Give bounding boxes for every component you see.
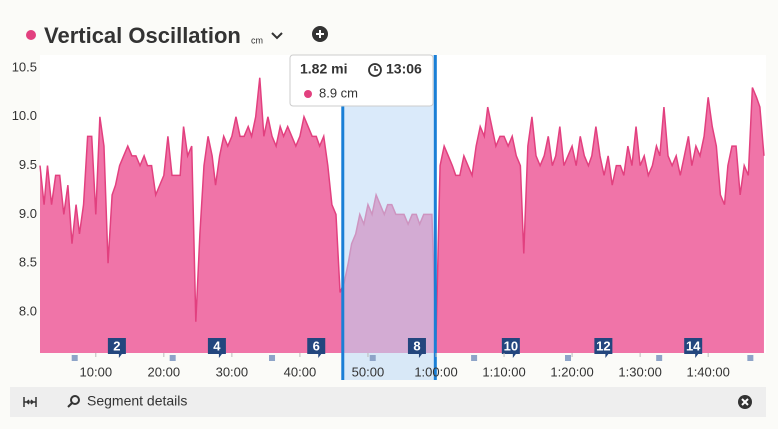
x-tick-label: 20:00 (148, 364, 181, 379)
lap-marker (269, 355, 276, 361)
lap-label: 14 (686, 338, 701, 353)
close-icon (741, 398, 749, 406)
y-tick-label: 10.5 (12, 59, 37, 74)
x-tick-label: 50:00 (352, 364, 385, 379)
x-tick-label: 30:00 (216, 364, 249, 379)
clock-hands (374, 66, 378, 71)
dropdown-icon[interactable] (271, 32, 283, 40)
lap-flag (501, 338, 520, 358)
clock-icon (368, 63, 382, 77)
lap-label: 6 (313, 338, 320, 353)
lap-flag (107, 338, 126, 358)
lap-flag (307, 338, 326, 358)
tooltip-value: 8.9 cm (319, 85, 358, 100)
lap-marker (471, 355, 478, 361)
y-tick-label: 9.5 (19, 157, 37, 172)
lap-flag (594, 338, 613, 358)
x-tick-label: 1:00:00 (414, 364, 457, 379)
lap-label: 4 (213, 338, 221, 353)
lap-label: 10 (504, 338, 518, 353)
x-tick-label: 1:40:00 (686, 364, 729, 379)
lap-marker (656, 355, 663, 361)
y-tick-label: 9.0 (19, 206, 37, 221)
selection-band (342, 55, 436, 380)
x-tick-label: 1:10:00 (482, 364, 525, 379)
y-tick-label: 10.0 (12, 108, 37, 123)
lap-label: 2 (113, 338, 120, 353)
lap-marker (565, 355, 571, 361)
lap-label: 12 (596, 338, 610, 353)
x-tick-label: 40:00 (284, 364, 317, 379)
lap-flag (684, 338, 703, 358)
unit: cm (251, 35, 263, 45)
add-icon (316, 30, 324, 38)
x-tick-label: 10:00 (80, 364, 113, 379)
lap-flag (207, 338, 226, 358)
zoom-icon[interactable] (23, 397, 37, 407)
tooltip-time: 13:06 (386, 61, 422, 77)
lap-marker (369, 355, 376, 361)
search-icon (70, 395, 80, 405)
x-tick-label: 1:30:00 (618, 364, 661, 379)
lap-marker (71, 355, 78, 361)
tooltip-dot (304, 90, 312, 98)
y-tick-label: 8.5 (19, 255, 37, 270)
legend-dot (26, 30, 36, 40)
lap-marker (747, 355, 754, 361)
y-tick-label: 8.0 (19, 303, 37, 318)
title: Vertical Oscillation (44, 23, 241, 48)
lap-flag (407, 338, 426, 358)
lap-label: 8 (413, 338, 420, 353)
lap-marker (169, 355, 176, 361)
toolbar (10, 387, 766, 417)
segment-details[interactable]: Segment details (87, 393, 187, 409)
tooltip-distance: 1.82 mi (300, 61, 347, 77)
tooltip-box (289, 54, 434, 107)
search-handle (67, 402, 73, 408)
x-tick-label: 1:20:00 (550, 364, 593, 379)
